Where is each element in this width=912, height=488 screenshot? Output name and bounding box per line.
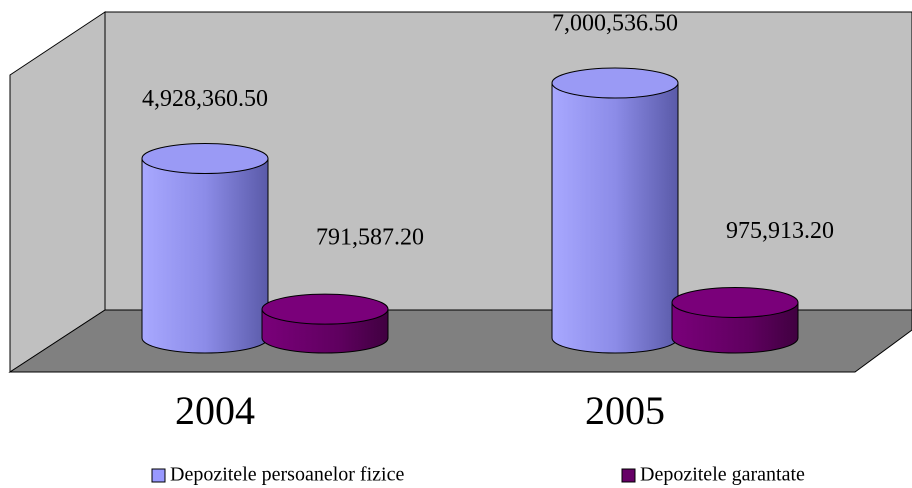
x-tick-label: 2005 (585, 388, 665, 433)
x-tick-label: 2004 (175, 388, 255, 433)
legend-swatch (621, 468, 636, 483)
cylinder (551, 82, 679, 354)
value-label: 791,587.20 (316, 225, 424, 251)
cylinder-top (551, 67, 679, 99)
cylinder-top (671, 286, 799, 318)
side-wall (9, 11, 106, 373)
cylinder-top (141, 142, 269, 174)
legend-swatch (151, 468, 166, 483)
value-label: 4,928,360.50 (142, 86, 268, 112)
legend-label: Depozitele garantate (640, 464, 805, 486)
value-label: 7,000,536.50 (552, 11, 678, 37)
legend-label: Depozitele persoanelor fizice (170, 464, 404, 486)
value-label: 975,913.20 (726, 218, 834, 244)
cylinder-top (261, 293, 389, 325)
cylinder (141, 157, 269, 354)
